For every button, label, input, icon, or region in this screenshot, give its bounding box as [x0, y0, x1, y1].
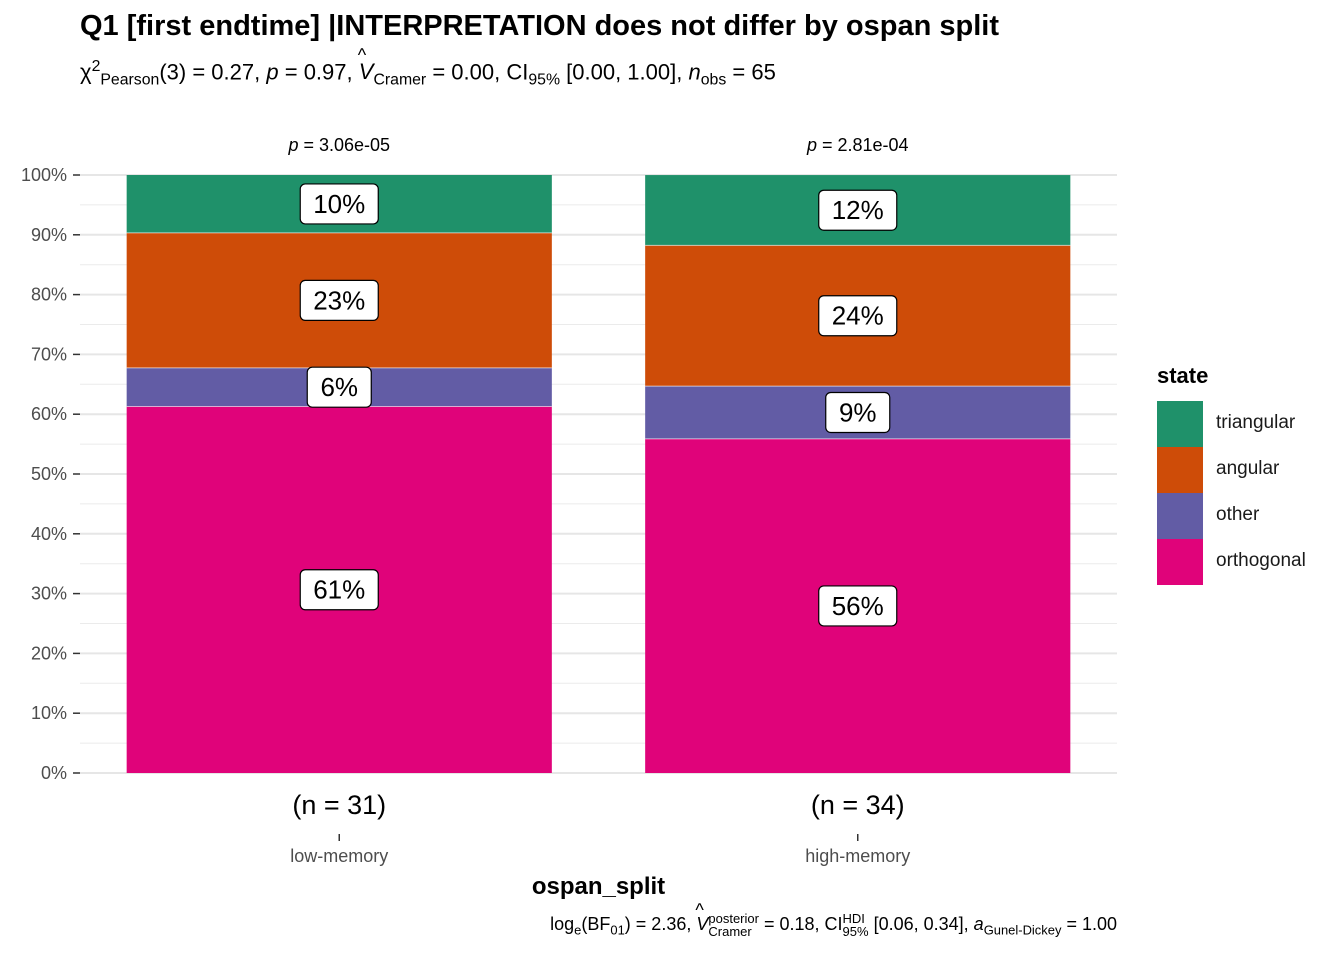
legend-label: triangular — [1216, 412, 1296, 433]
p-value-label: p = 3.06e-05 — [287, 135, 390, 155]
p-value-label: p = 2.81e-04 — [806, 135, 909, 155]
n-label: (n = 34) — [811, 790, 905, 820]
y-tick-label: 60% — [31, 404, 67, 424]
v-cramer: ^ V — [358, 45, 374, 85]
p-value-text: = 3.06e-05 — [298, 135, 390, 155]
legend-label: other — [1216, 504, 1260, 525]
data-label-orthogonal: 61% — [313, 575, 365, 605]
data-label-other: 6% — [320, 372, 358, 402]
data-label-orthogonal: 56% — [832, 591, 884, 621]
y-tick-label: 100% — [21, 165, 67, 185]
ci-value-2: [0.06, 0.34], — [873, 913, 969, 934]
v-value-2: = 0.18, CI — [763, 913, 843, 934]
legend-item-orthogonal: orthogonal — [1157, 539, 1344, 585]
hat-mark: ^ — [357, 45, 367, 66]
legend-item-other: other — [1157, 493, 1344, 539]
hat-mark-2: ^ — [695, 899, 704, 920]
y-tick-label: 20% — [31, 643, 67, 663]
n-value: = 65 — [732, 59, 776, 85]
data-label-box — [299, 183, 379, 225]
data-label-triangular: 12% — [832, 195, 884, 225]
v-sub: Cramer — [373, 71, 427, 89]
v-sub-2: Cramer — [708, 924, 752, 939]
a-sub: Gunel-Dickey — [983, 922, 1062, 938]
ci-sub-2: 95% — [842, 924, 869, 939]
v-sup: posterior — [708, 911, 759, 926]
legend-key — [1157, 493, 1203, 539]
p-value-text: = 2.81e-04 — [817, 135, 909, 155]
a-symbol: a — [973, 913, 984, 934]
legend-label: orthogonal — [1216, 550, 1306, 571]
ci-sub: 95% — [528, 71, 561, 89]
legend-label: angular — [1216, 458, 1280, 479]
y-tick-label: 70% — [31, 344, 67, 364]
p-symbol: p — [287, 135, 298, 155]
chart-title: Q1 [first endtime] |INTERPRETATION does … — [80, 10, 999, 42]
chi-value: (3) = 0.27, — [159, 59, 261, 85]
v-symbol: V — [358, 59, 374, 85]
data-label-box — [818, 295, 898, 337]
bf-text: (BF — [581, 913, 611, 934]
a-value: = 1.00 — [1066, 913, 1117, 934]
n-symbol: n — [688, 59, 701, 85]
data-label-box — [299, 279, 379, 322]
x-axis-title: ospan_split — [532, 873, 665, 900]
chi-sub: Pearson — [100, 71, 160, 89]
legend-key — [1157, 539, 1203, 585]
p-value: = 0.97, — [284, 59, 353, 85]
legend-item-angular: angular — [1157, 447, 1344, 493]
log-text: log — [550, 913, 575, 934]
v-value: = 0.00, CI — [432, 59, 529, 85]
data-label-box — [306, 366, 372, 408]
data-label-box — [818, 585, 898, 627]
legend-key — [1157, 401, 1203, 447]
y-tick-label: 0% — [41, 763, 67, 783]
v-posterior: ^ V — [695, 900, 709, 935]
n-sub: obs — [700, 71, 727, 89]
data-label-box — [299, 569, 379, 611]
legend-item-triangular: triangular — [1157, 401, 1344, 447]
chart-subtitle: χ2Pearson(3) = 0.27, p = 0.97, ^ VCramer … — [80, 45, 776, 90]
v-symbol-2: V — [696, 913, 709, 934]
ci-sup: HDI — [842, 911, 865, 926]
chi-symbol: χ — [80, 59, 92, 85]
n-label: (n = 31) — [292, 790, 386, 820]
chi-sup: 2 — [91, 58, 101, 75]
y-tick-label: 30% — [31, 584, 67, 604]
y-tick-label: 40% — [31, 524, 67, 544]
y-tick-label: 90% — [31, 225, 67, 245]
data-label-angular: 23% — [313, 285, 365, 315]
log-sub: e — [574, 922, 582, 938]
data-label-triangular: 10% — [313, 189, 365, 219]
data-label-other: 9% — [839, 397, 877, 427]
data-label-box — [825, 391, 891, 434]
legend-key — [1157, 447, 1203, 493]
ci-value: [0.00, 1.00], — [566, 59, 683, 85]
p-symbol: p — [266, 59, 279, 85]
y-tick-label: 50% — [31, 464, 67, 484]
data-label-angular: 24% — [832, 301, 884, 331]
data-label-box — [818, 189, 898, 231]
x-tick-label: high-memory — [805, 846, 910, 866]
y-tick-label: 80% — [31, 285, 67, 305]
x-tick-label: low-memory — [290, 846, 388, 866]
bf-sub: 01 — [610, 922, 625, 938]
y-tick-label: 10% — [31, 703, 67, 723]
bf-value: ) = 2.36, — [624, 913, 692, 934]
p-symbol: p — [806, 135, 817, 155]
legend-title: state — [1157, 363, 1209, 388]
